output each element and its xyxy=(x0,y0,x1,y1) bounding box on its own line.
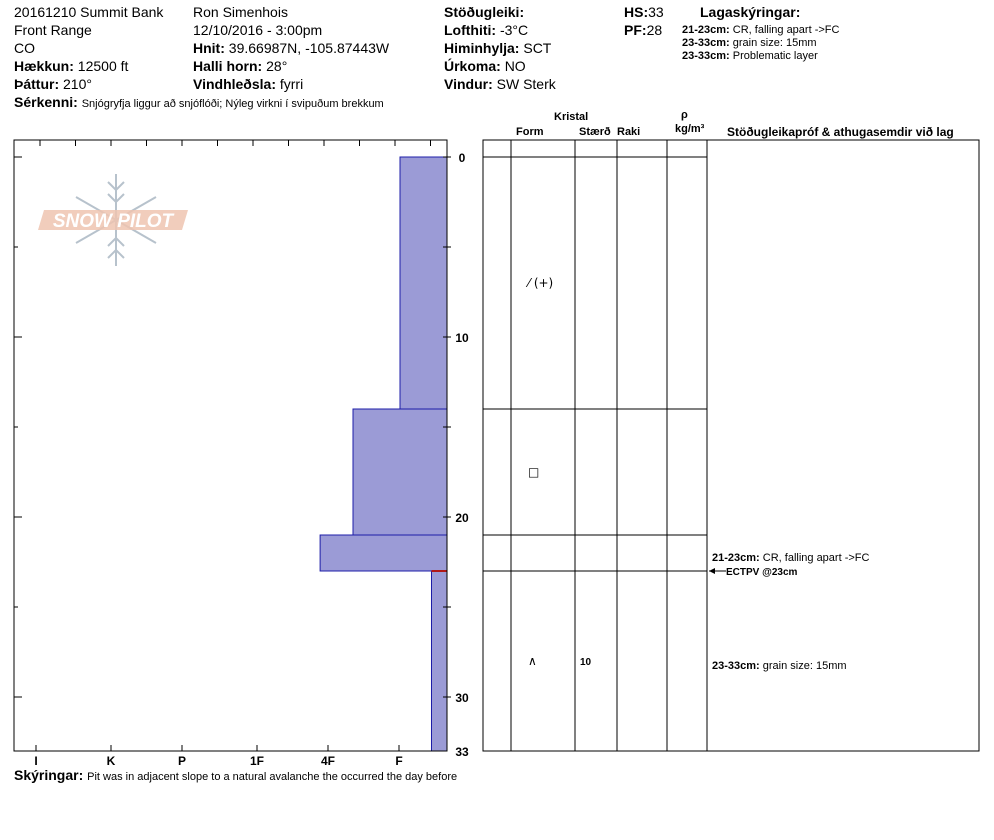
hardness-tick-label: 4F xyxy=(321,754,335,768)
hardness-tick-label: I xyxy=(34,754,37,768)
comment-grain-size: 23-33cm: grain size: 15mm xyxy=(712,660,847,672)
snowpilot-logo: SNOW PILOT xyxy=(38,174,188,266)
depth-tick-label: 33 xyxy=(455,745,469,759)
header-moisture: Raki xyxy=(617,126,641,138)
header-tests: Stöðugleikapróf & athugasemdir við lag xyxy=(727,125,954,139)
wind-loading: Vindhleðsla: fyrri xyxy=(193,76,304,92)
header-crystal: Kristal xyxy=(554,111,589,123)
crystal-form: ⁄ (+) xyxy=(525,276,553,290)
legend-item: 21-23cm: CR, falling apart ->FC xyxy=(682,24,840,36)
slope-angle: Halli horn: 28° xyxy=(193,58,288,74)
hardness-bar xyxy=(399,156,448,410)
header-rho: ρ xyxy=(681,109,688,121)
header-density: kg/m³ xyxy=(675,123,705,135)
datetime: 12/10/2016 - 3:00pm xyxy=(193,22,323,38)
elevation: Hækkun: 12500 ft xyxy=(14,58,129,74)
aspect: Þáttur: 210° xyxy=(14,76,92,92)
precipitation: Úrkoma: NO xyxy=(444,58,526,74)
hardness-bar xyxy=(430,570,448,752)
air-temp: Lofthiti: -3°C xyxy=(444,22,529,38)
depth-tick-label: 30 xyxy=(455,691,469,705)
pit-name: 20161210 Summit Bank xyxy=(14,4,164,20)
svg-text:SNOW PILOT: SNOW PILOT xyxy=(53,211,175,232)
hardness-bar xyxy=(319,534,448,572)
coordinates: Hnit: 39.66987N, -105.87443W xyxy=(193,40,390,56)
depth-tick-label: 0 xyxy=(459,151,466,165)
depth-tick-label: 20 xyxy=(455,511,469,525)
hardness-tick-label: P xyxy=(178,754,186,768)
crystal-size: 10 xyxy=(580,657,592,668)
crystal-form: ∧ xyxy=(528,654,537,668)
hardness-tick-label: F xyxy=(395,754,402,768)
range-name: Front Range xyxy=(14,22,92,38)
table-frame xyxy=(482,139,980,752)
legend-title: Lagaskýringar: xyxy=(700,4,801,20)
header-form: Form xyxy=(516,126,544,138)
header-size: Stærð xyxy=(579,126,611,138)
penetration-foot: PF:28 xyxy=(624,22,663,38)
wind: Vindur: SW Sterk xyxy=(444,76,556,92)
state-name: CO xyxy=(14,40,35,56)
features: Sérkenni: Snjógryfja liggur að snjóflóði… xyxy=(14,94,384,110)
sky-cover: Himinhylja: SCT xyxy=(444,40,552,56)
legend-item: 23-33cm: grain size: 15mm xyxy=(682,37,817,49)
hardness-tick-label: 1F xyxy=(250,754,264,768)
stability: Stöðugleiki: xyxy=(444,4,525,20)
hardness-tick-label: K xyxy=(107,754,116,768)
comment-ectpv: ECTPV @23cm xyxy=(726,567,798,578)
plot-frame xyxy=(13,139,448,752)
ect-arrow-head xyxy=(709,568,715,574)
footer-notes: Skýringar: Pit was in adjacent slope to … xyxy=(14,767,458,783)
depth-tick-label: 10 xyxy=(455,331,469,345)
legend-item: 23-33cm: Problematic layer xyxy=(682,50,818,62)
observer: Ron Simenhois xyxy=(193,4,288,20)
hardness-bar xyxy=(352,408,448,536)
comment-cr: 21-23cm: CR, falling apart ->FC xyxy=(712,552,870,564)
crystal-form: □ xyxy=(528,465,539,479)
snow-height: HS:33 xyxy=(624,4,664,20)
